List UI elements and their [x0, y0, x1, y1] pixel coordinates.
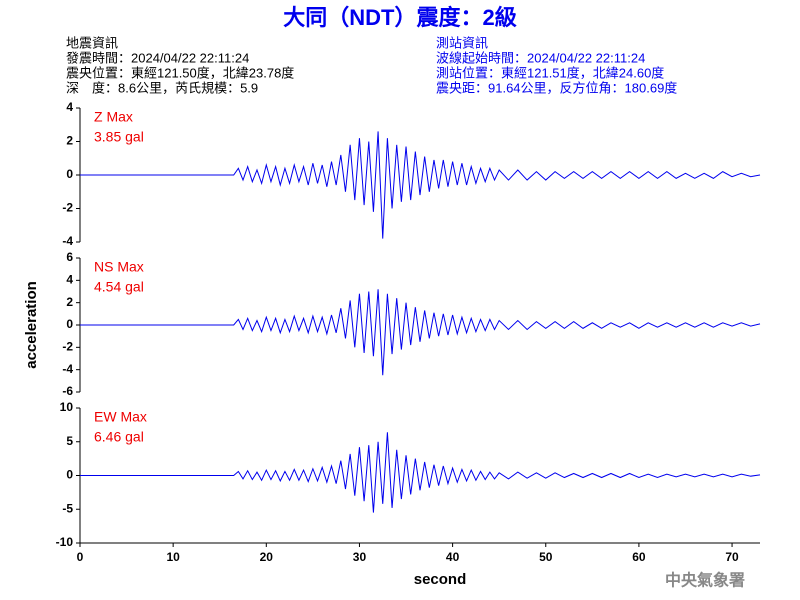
x-tick-label: 40 — [446, 550, 460, 564]
y-tick-label: -10 — [56, 535, 74, 549]
title: 大同（NDT）震度：2級 — [283, 5, 516, 30]
x-tick-label: 60 — [632, 550, 646, 564]
y-tick-label: 10 — [60, 400, 74, 414]
y-tick-label: -2 — [62, 340, 73, 354]
quake-info: 發震時間：2024/04/22 22:11:24 — [66, 50, 249, 65]
footer: 中央氣象署 — [665, 571, 745, 590]
y-tick-label: -5 — [62, 501, 73, 515]
max-label: 6.46 gal — [94, 429, 144, 445]
station-info: 波線起始時間：2024/04/22 22:11:24 — [436, 50, 645, 65]
y-tick-label: -2 — [62, 201, 73, 215]
x-axis-label: second — [414, 571, 467, 588]
quake-info: 震央位置：東經121.50度，北緯23.78度 — [66, 65, 294, 80]
max-label: 3.85 gal — [94, 129, 144, 145]
y-tick-label: 4 — [66, 273, 73, 287]
x-tick-label: 10 — [166, 550, 180, 564]
y-tick-label: 0 — [66, 317, 73, 331]
y-tick-label: 2 — [66, 295, 73, 309]
y-tick-label: 4 — [66, 100, 73, 114]
quake-info: 地震資訊 — [66, 35, 118, 50]
x-tick-label: 50 — [539, 550, 553, 564]
y-tick-label: 0 — [66, 468, 73, 482]
y-axis-label: acceleration — [23, 281, 40, 369]
waveform — [80, 432, 761, 513]
component-label: Z Max — [94, 109, 133, 125]
component-label: EW Max — [94, 409, 147, 425]
station-info: 震央距：91.64公里，反方位角：180.69度 — [436, 80, 677, 95]
component-label: NS Max — [94, 259, 144, 275]
x-tick-label: 30 — [353, 550, 367, 564]
y-tick-label: -4 — [62, 362, 73, 376]
waveform — [80, 131, 761, 239]
y-tick-label: -6 — [62, 384, 73, 398]
quake-info: 深 度：8.6公里，芮氏規模：5.9 — [66, 80, 258, 95]
x-tick-label: 70 — [725, 550, 739, 564]
station-info: 測站位置：東經121.51度，北緯24.60度 — [436, 65, 664, 80]
y-tick-label: 2 — [66, 134, 73, 148]
x-tick-label: 0 — [77, 550, 84, 564]
y-tick-label: 5 — [66, 434, 73, 448]
y-tick-label: -4 — [62, 234, 73, 248]
waveform — [80, 289, 761, 376]
x-tick-label: 20 — [260, 550, 274, 564]
y-tick-label: 0 — [66, 167, 73, 181]
y-tick-label: 6 — [66, 250, 73, 264]
station-info: 測站資訊 — [436, 35, 488, 50]
max-label: 4.54 gal — [94, 279, 144, 295]
